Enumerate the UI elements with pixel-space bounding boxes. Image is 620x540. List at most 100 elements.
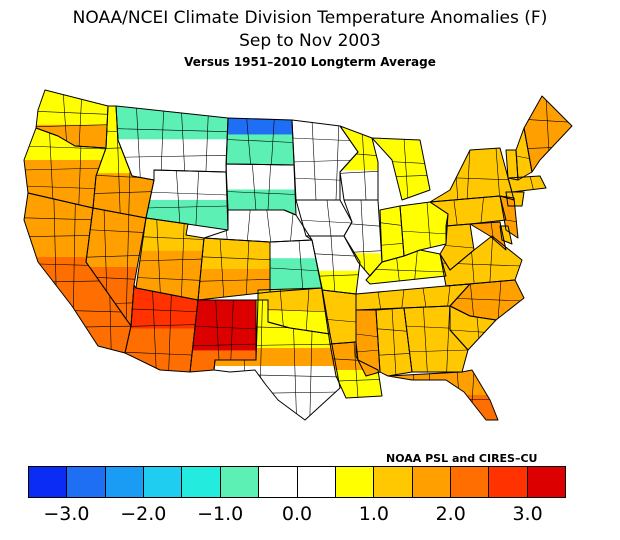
division-lines-ks [270, 240, 322, 292]
division-line [24, 145, 106, 150]
division-line [446, 297, 524, 302]
color-swatch-9 [374, 467, 413, 497]
division-line [116, 155, 228, 158]
division-line [267, 164, 271, 215]
division-line [160, 106, 165, 180]
color-swatch-13 [527, 467, 566, 497]
division-lines-ms [356, 333, 380, 353]
division-line [36, 111, 108, 115]
division-line [62, 90, 68, 148]
division-lines-mt [116, 106, 228, 180]
division-line [116, 128, 228, 132]
division-line [125, 308, 198, 313]
state-nd-fill [226, 118, 294, 165]
division-line [176, 170, 181, 230]
state-de-outline [499, 225, 513, 245]
division-line [400, 230, 448, 235]
color-swatch-8 [335, 467, 375, 497]
division-line [168, 285, 172, 372]
division-line [36, 124, 108, 127]
anomaly-region [506, 150, 518, 180]
state-ga-outline [403, 305, 469, 373]
division-line [24, 167, 106, 171]
state-sd-fill [226, 164, 296, 215]
division-line [404, 349, 468, 353]
division-lines-wy [146, 170, 228, 230]
credit-label: NOAA PSL and CIRES–CU [386, 452, 538, 465]
division-line [180, 106, 186, 180]
division-lines-oh [400, 202, 448, 256]
state-in-fill [380, 206, 404, 262]
division-line [86, 254, 146, 258]
division-line [93, 191, 154, 194]
scale-tick-label: 3.0 [512, 503, 543, 525]
division-line [152, 285, 157, 372]
division-line [466, 148, 471, 202]
division-line [146, 205, 228, 209]
scale-tick-label: −1.0 [197, 503, 244, 525]
state-fl-outline [387, 369, 499, 421]
division-line [356, 349, 380, 353]
anomaly-region [270, 240, 322, 259]
division-line [258, 308, 330, 313]
color-swatch-12 [489, 467, 528, 497]
state-me-outline [523, 95, 573, 173]
division-line [453, 196, 458, 226]
division-line [195, 170, 199, 230]
division-line [360, 200, 366, 276]
division-line [190, 325, 258, 330]
division-line [426, 202, 432, 256]
state-ny-fill [430, 148, 514, 202]
division-line [198, 279, 270, 282]
anomaly-region [430, 148, 514, 202]
division-line [136, 106, 141, 180]
anomaly-region [36, 90, 108, 126]
scale-tick-label: −2.0 [120, 503, 167, 525]
anomaly-region [214, 366, 340, 420]
division-lines-nc [446, 280, 524, 320]
state-boundaries [23, 89, 573, 421]
state-md-outline [469, 221, 507, 251]
state-fl-fill [388, 370, 498, 420]
color-swatch-1 [67, 467, 106, 497]
state-il-outline [343, 199, 383, 277]
map-title: NOAA/NCEI Climate Division Temperature A… [72, 8, 548, 28]
color-swatch-11 [450, 467, 490, 497]
division-line [205, 106, 209, 180]
division-line [86, 229, 146, 233]
color-swatch-3 [144, 467, 183, 497]
color-scale-bar [28, 466, 566, 498]
division-line [340, 171, 378, 174]
division-line [480, 196, 484, 226]
us-climate-division-map [23, 89, 573, 421]
division-line [423, 306, 428, 372]
division-line [380, 243, 404, 246]
division-line [361, 126, 367, 200]
division-line [380, 222, 404, 226]
division-line [326, 200, 332, 236]
division-line [298, 240, 304, 292]
division-line [246, 210, 251, 242]
state-vt-fill [506, 150, 518, 180]
division-line [469, 280, 475, 320]
division-line [219, 238, 225, 300]
division-line [226, 139, 294, 143]
division-line [414, 250, 418, 284]
anomaly-region [380, 206, 404, 262]
division-line [49, 128, 54, 208]
state-al-outline [375, 307, 413, 377]
division-line [136, 258, 204, 262]
division-line [489, 236, 493, 286]
division-line [156, 218, 161, 300]
anomaly-region [198, 238, 270, 270]
division-line [125, 324, 198, 327]
state-ms-outline [355, 309, 381, 377]
color-swatch-4 [182, 467, 221, 497]
division-line [24, 185, 106, 190]
division-line [495, 148, 501, 202]
anomaly-region [344, 200, 382, 254]
anomaly-region [146, 170, 228, 201]
division-lines-sd [226, 164, 296, 215]
division-lines-ia [296, 200, 352, 236]
state-ct-outline [505, 191, 525, 207]
